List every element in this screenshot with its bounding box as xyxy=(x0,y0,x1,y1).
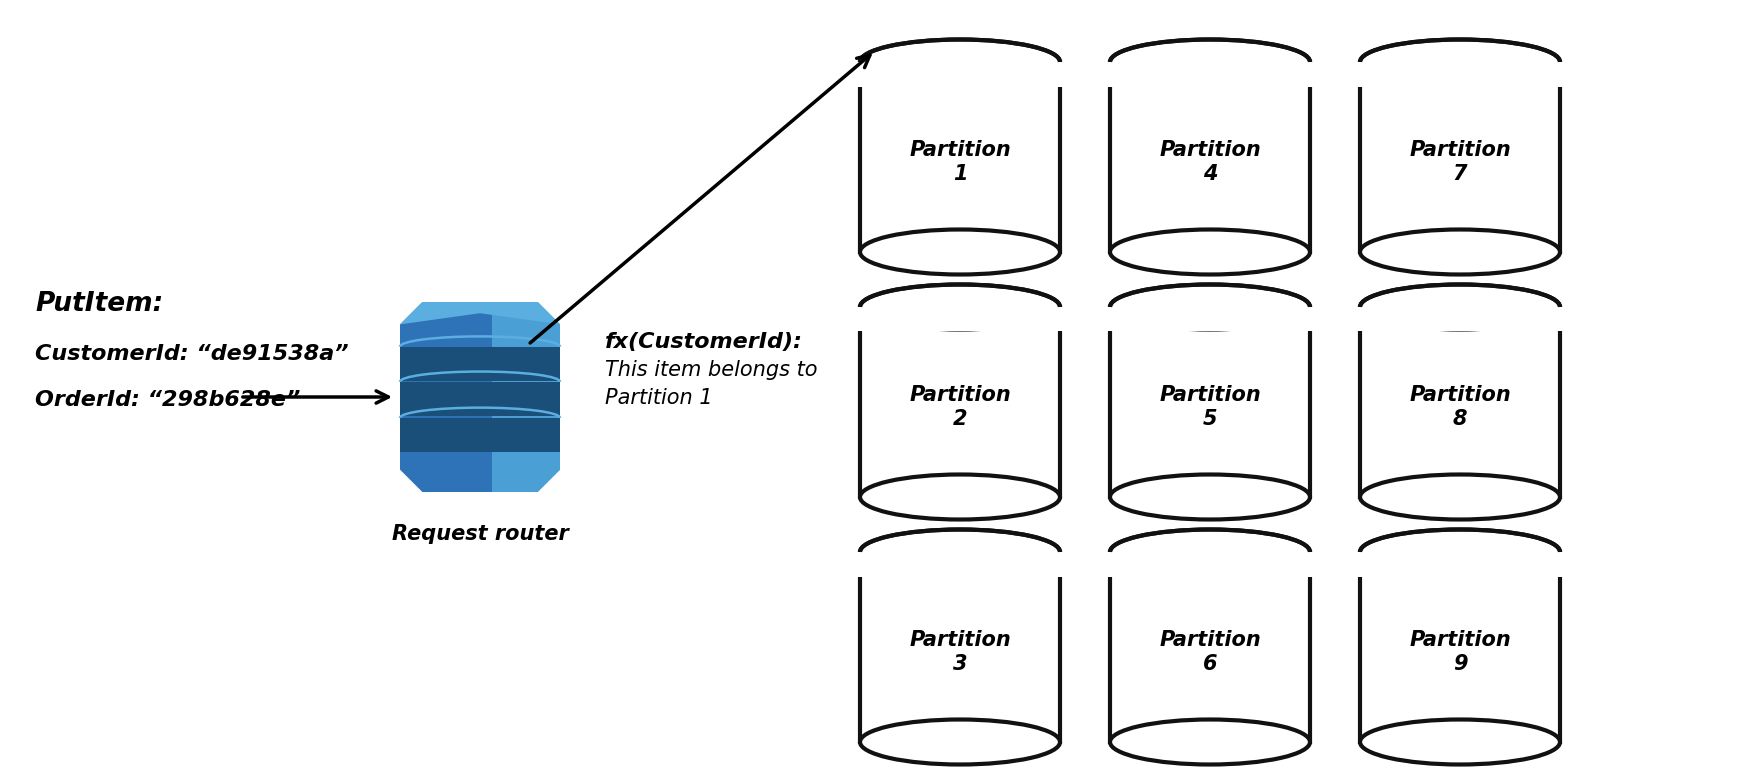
Polygon shape xyxy=(400,302,559,325)
Bar xyxy=(855,307,1065,332)
Polygon shape xyxy=(400,346,559,381)
Bar xyxy=(1105,62,1315,87)
Bar xyxy=(1360,62,1560,252)
Text: fx(CustomerId):: fx(CustomerId): xyxy=(604,332,802,352)
Text: Partition
3: Partition 3 xyxy=(908,630,1011,674)
Bar xyxy=(855,552,1065,576)
Text: CustomerId: “de91538a”: CustomerId: “de91538a” xyxy=(35,344,349,364)
Bar xyxy=(1110,552,1310,742)
Bar xyxy=(1110,307,1310,497)
Text: This item belongs to
Partition 1: This item belongs to Partition 1 xyxy=(604,360,818,408)
Text: Partition
9: Partition 9 xyxy=(1409,630,1511,674)
Ellipse shape xyxy=(1110,475,1310,519)
Text: Request router: Request router xyxy=(391,524,568,544)
Bar xyxy=(1105,552,1315,576)
Ellipse shape xyxy=(1360,229,1560,274)
Ellipse shape xyxy=(1110,40,1310,84)
Text: Partition
5: Partition 5 xyxy=(1159,385,1261,429)
Text: PutItem:: PutItem: xyxy=(35,291,163,317)
Bar xyxy=(1360,307,1560,497)
Bar xyxy=(860,552,1060,742)
Ellipse shape xyxy=(860,529,1060,575)
Ellipse shape xyxy=(1360,719,1560,765)
Bar xyxy=(1355,552,1565,576)
Polygon shape xyxy=(400,418,559,452)
Ellipse shape xyxy=(860,40,1060,84)
Ellipse shape xyxy=(1360,285,1560,329)
Text: Partition
8: Partition 8 xyxy=(1409,385,1511,429)
Ellipse shape xyxy=(860,475,1060,519)
Ellipse shape xyxy=(860,719,1060,765)
Bar xyxy=(1355,307,1565,332)
Ellipse shape xyxy=(1360,529,1560,575)
Polygon shape xyxy=(400,382,559,416)
Ellipse shape xyxy=(860,229,1060,274)
Bar xyxy=(860,307,1060,497)
Ellipse shape xyxy=(1360,285,1560,329)
Ellipse shape xyxy=(1110,40,1310,84)
Ellipse shape xyxy=(1110,529,1310,575)
Ellipse shape xyxy=(1110,529,1310,575)
Ellipse shape xyxy=(1110,719,1310,765)
Ellipse shape xyxy=(860,40,1060,84)
Ellipse shape xyxy=(860,285,1060,329)
Ellipse shape xyxy=(1360,40,1560,84)
Polygon shape xyxy=(400,302,559,492)
Bar xyxy=(1360,552,1560,742)
Ellipse shape xyxy=(860,285,1060,329)
Text: Partition
7: Partition 7 xyxy=(1409,140,1511,185)
Ellipse shape xyxy=(1110,285,1310,329)
Bar xyxy=(1110,62,1310,252)
Text: Partition
2: Partition 2 xyxy=(908,385,1011,429)
Polygon shape xyxy=(492,302,559,492)
Bar xyxy=(855,62,1065,87)
Ellipse shape xyxy=(1110,229,1310,274)
Text: Partition
4: Partition 4 xyxy=(1159,140,1261,185)
Ellipse shape xyxy=(1360,475,1560,519)
Ellipse shape xyxy=(1360,40,1560,84)
Ellipse shape xyxy=(1360,529,1560,575)
Bar xyxy=(1105,307,1315,332)
Ellipse shape xyxy=(1110,285,1310,329)
Ellipse shape xyxy=(860,529,1060,575)
Text: Partition
6: Partition 6 xyxy=(1159,630,1261,674)
Bar xyxy=(1355,62,1565,87)
Bar xyxy=(860,62,1060,252)
Text: Partition
1: Partition 1 xyxy=(908,140,1011,185)
Text: OrderId: “298b628e”: OrderId: “298b628e” xyxy=(35,390,301,410)
